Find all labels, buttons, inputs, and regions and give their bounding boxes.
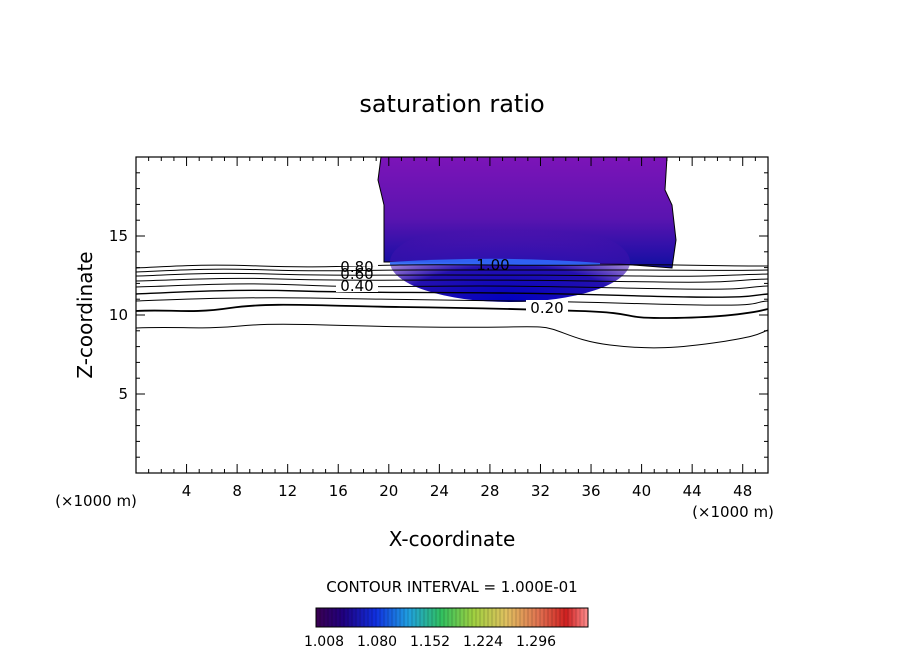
x-tick-label: 4 [182, 482, 192, 500]
colorbar-stripes [319, 608, 585, 627]
contour-line [136, 264, 768, 269]
plot-area [136, 157, 768, 349]
contour-line [136, 268, 768, 273]
x-tick-label: 36 [581, 482, 600, 500]
colorbar-tick-labels: 1.008 1.080 1.152 1.224 1.296 [304, 634, 556, 650]
contour-labels: 0.80 0.60 0.40 0.20 1.00 [336, 256, 568, 317]
x-tick-label: 32 [531, 482, 550, 500]
y-tick-label: 15 [109, 227, 128, 245]
contour-label-060: 0.60 [340, 265, 373, 283]
contour-line [136, 303, 768, 319]
contour-label-040: 0.40 [340, 277, 373, 295]
y-axis-label: Z-coordinate [73, 251, 97, 378]
contour-lines [136, 264, 768, 349]
chart-title: saturation ratio [359, 90, 544, 118]
x-tick-label: 16 [329, 482, 348, 500]
y-tick-label: 5 [118, 385, 128, 403]
x-tick-label: 28 [480, 482, 499, 500]
y-tick-label: 10 [109, 306, 128, 324]
colorbar-tick-label: 1.224 [463, 634, 503, 650]
x-tick-label: 44 [683, 482, 702, 500]
x-tick-label: 8 [232, 482, 242, 500]
supersaturation-max [390, 258, 600, 265]
contour-line [136, 323, 768, 349]
contour-line [136, 272, 768, 277]
x-tick-label: 20 [379, 482, 398, 500]
contour-label-100: 1.00 [476, 256, 509, 274]
contour-line [136, 277, 768, 283]
contour-line [136, 297, 768, 306]
x-tick-label: 12 [278, 482, 297, 500]
y-tick-labels: 5 10 15 [109, 227, 128, 403]
x-unit-left: (×1000 m) [55, 492, 137, 510]
colorbar-tick-label: 1.008 [304, 634, 344, 650]
axis-ticks [136, 157, 768, 473]
contour-label-020: 0.20 [530, 299, 563, 317]
contour-line [136, 283, 768, 290]
colorbar-tick-label: 1.080 [357, 634, 397, 650]
x-tick-labels: 4 8 12 16 20 24 28 32 36 40 44 48 [182, 482, 752, 500]
contour-interval: CONTOUR INTERVAL = 1.000E-01 [326, 578, 577, 596]
x-tick-label: 40 [632, 482, 651, 500]
x-axis-label: X-coordinate [389, 527, 516, 551]
colorbar-tick-label: 1.152 [410, 634, 450, 650]
x-unit-right: (×1000 m) [692, 503, 774, 521]
contour-line [136, 289, 768, 298]
x-tick-label: 48 [733, 482, 752, 500]
contour-label-080: 0.80 [340, 258, 373, 276]
colorbar-tick-label: 1.296 [516, 634, 556, 650]
x-tick-label: 24 [430, 482, 449, 500]
